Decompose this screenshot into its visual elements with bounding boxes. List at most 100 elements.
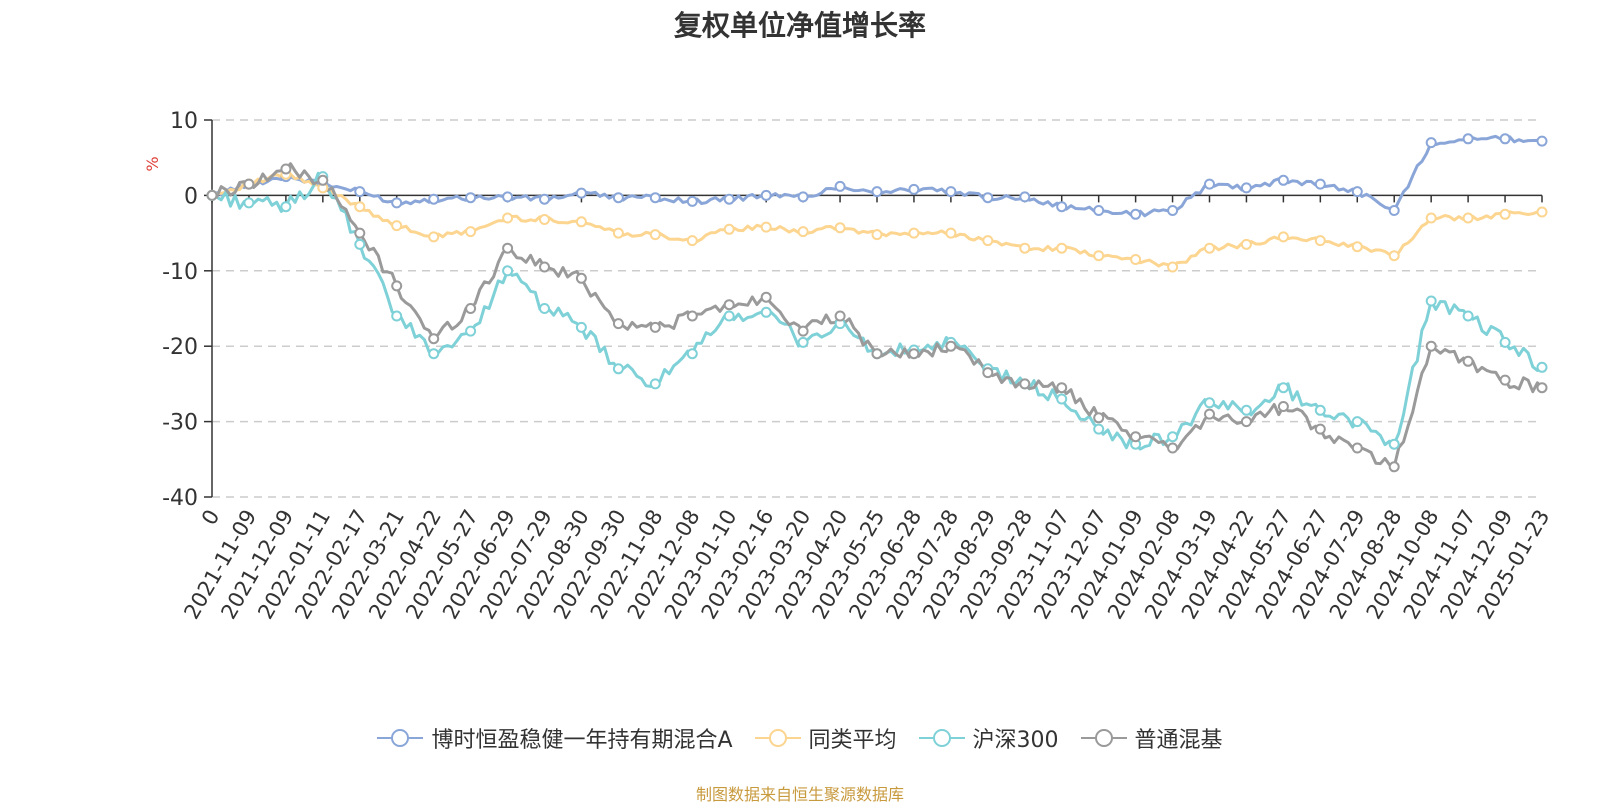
series-0-point[interactable] (575, 187, 587, 199)
series-2-point[interactable] (612, 363, 624, 375)
series-3-point[interactable] (1056, 382, 1068, 394)
series-2-point[interactable] (1167, 431, 1179, 443)
series-2-point[interactable] (649, 378, 661, 390)
series-1-point[interactable] (686, 235, 698, 247)
series-3-point[interactable] (428, 333, 440, 345)
series-3-point[interactable] (723, 299, 735, 311)
series-1-point[interactable] (465, 226, 477, 238)
legend-item[interactable]: 博时恒盈稳健一年持有期混合A (377, 722, 733, 754)
series-1-point[interactable] (871, 229, 883, 241)
series-0-point[interactable] (1536, 135, 1548, 147)
series-0-point[interactable] (871, 186, 883, 198)
series-1-point[interactable] (649, 229, 661, 241)
series-2-point[interactable] (1425, 295, 1437, 307)
series-0-point[interactable] (1499, 133, 1511, 145)
series-0-point[interactable] (428, 193, 440, 205)
series-3-point[interactable] (871, 348, 883, 360)
series-1-point[interactable] (1425, 212, 1437, 224)
series-2-point[interactable] (797, 336, 809, 348)
series-2-point[interactable] (1351, 416, 1363, 428)
series-3-point[interactable] (797, 325, 809, 337)
series-0-point[interactable] (391, 197, 403, 209)
series-1-point[interactable] (1240, 238, 1252, 250)
series-3-point[interactable] (1462, 355, 1474, 367)
series-0-point[interactable] (612, 192, 624, 204)
series-2-point[interactable] (1388, 438, 1400, 450)
series-1-point[interactable] (1093, 250, 1105, 262)
series-0-point[interactable] (760, 189, 772, 201)
series-3-point[interactable] (945, 340, 957, 352)
series-0-point[interactable] (649, 192, 661, 204)
series-3-point[interactable] (243, 178, 255, 190)
series-3-point[interactable] (1388, 461, 1400, 473)
series-0-point[interactable] (982, 192, 994, 204)
series-1-point[interactable] (908, 227, 920, 239)
series-1-point[interactable] (1204, 242, 1215, 254)
series-3-point[interactable] (1314, 423, 1326, 435)
series-0-point[interactable] (1167, 205, 1179, 216)
legend-item[interactable]: 同类平均 (754, 722, 897, 754)
series-1-point[interactable] (612, 227, 624, 239)
series-1-point[interactable] (1130, 254, 1142, 265)
series-1-point[interactable] (502, 212, 514, 224)
series-2-point[interactable] (465, 325, 477, 337)
series-3-point[interactable] (1240, 416, 1252, 428)
series-2-point[interactable] (1093, 423, 1105, 435)
legend-item[interactable]: 普通混基 (1080, 722, 1223, 754)
series-0-point[interactable] (723, 193, 735, 205)
series-2-point[interactable] (1499, 336, 1511, 348)
series-1-point[interactable] (760, 221, 772, 233)
series-1-point[interactable] (1388, 250, 1400, 262)
series-2-point[interactable] (1314, 404, 1326, 416)
series-3-point[interactable] (1204, 408, 1215, 420)
series-0-point[interactable] (1277, 174, 1289, 186)
series-2-point[interactable] (1536, 361, 1548, 373)
series-0-point[interactable] (1130, 208, 1142, 220)
series-0-point[interactable] (1425, 137, 1437, 149)
series-3-point[interactable] (982, 367, 994, 379)
series-2-point[interactable] (723, 310, 735, 322)
series-3-point[interactable] (834, 310, 846, 322)
series-0-point[interactable] (465, 192, 477, 204)
series-1-point[interactable] (1351, 241, 1363, 253)
series-1-point[interactable] (1277, 231, 1289, 243)
series-0-point[interactable] (1351, 186, 1363, 198)
series-0-point[interactable] (945, 186, 957, 198)
series-3-point[interactable] (1425, 340, 1437, 352)
series-3-point[interactable] (1499, 374, 1511, 386)
series-0-point[interactable] (1204, 178, 1215, 190)
series-2-point[interactable] (575, 321, 587, 333)
series-2-point[interactable] (1056, 393, 1068, 405)
series-3-point[interactable] (686, 310, 698, 322)
series-3-point[interactable] (575, 272, 587, 284)
series-2-point[interactable] (1240, 404, 1252, 416)
series-1-point[interactable] (834, 222, 846, 234)
series-1-point[interactable] (945, 227, 957, 239)
series-3-point[interactable] (649, 321, 661, 333)
series-0-point[interactable] (686, 195, 698, 207)
series-3-point[interactable] (1167, 442, 1179, 454)
series-3-point[interactable] (465, 303, 477, 314)
series-2-point[interactable] (502, 265, 514, 277)
series-1-point[interactable] (982, 235, 994, 247)
series-3-point[interactable] (1351, 442, 1363, 454)
series-2-point[interactable] (539, 303, 550, 314)
series-2-point[interactable] (391, 310, 403, 322)
series-1-point[interactable] (1167, 261, 1179, 273)
series-1-point[interactable] (1536, 206, 1548, 218)
series-1-point[interactable] (1314, 235, 1326, 247)
series-1-point[interactable] (1019, 242, 1031, 254)
series-0-point[interactable] (908, 183, 920, 195)
series-3-point[interactable] (1130, 431, 1142, 443)
series-2-point[interactable] (428, 348, 440, 360)
series-1-point[interactable] (1499, 208, 1511, 220)
series-0-point[interactable] (1388, 205, 1400, 216)
series-3-point[interactable] (612, 318, 624, 330)
series-1-point[interactable] (391, 220, 403, 232)
series-2-point[interactable] (686, 348, 698, 360)
series-0-point[interactable] (502, 191, 514, 203)
series-2-point[interactable] (243, 197, 255, 209)
series-3-point[interactable] (908, 348, 920, 360)
series-3-point[interactable] (317, 174, 329, 186)
series-0-point[interactable] (1462, 133, 1474, 145)
